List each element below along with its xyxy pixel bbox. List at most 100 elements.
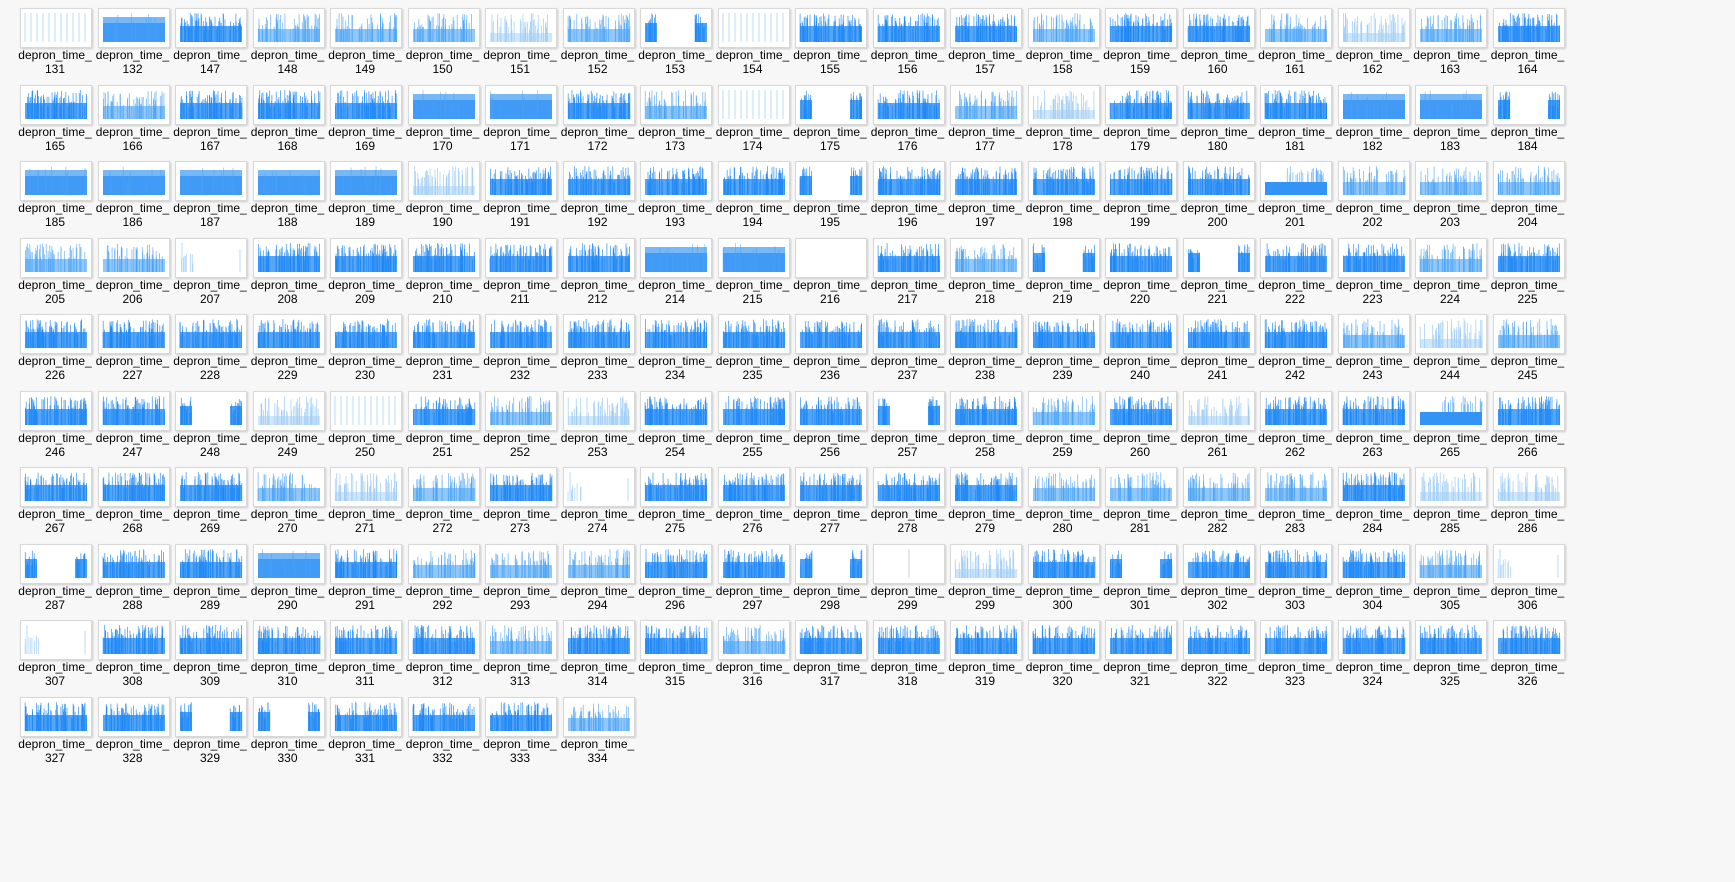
file-item[interactable]: depron_time_ 131 [13, 0, 93, 84]
file-item[interactable]: depron_time_ 275 [633, 459, 713, 543]
file-item[interactable]: depron_time_ 153 [633, 0, 713, 84]
file-item[interactable]: depron_time_ 237 [866, 306, 946, 390]
file-item[interactable]: depron_time_ 211 [478, 230, 558, 314]
file-item[interactable]: depron_time_ 304 [1331, 536, 1411, 620]
file-item[interactable]: depron_time_ 261 [1176, 383, 1256, 467]
file-item[interactable]: depron_time_ 303 [1253, 536, 1333, 620]
file-item[interactable]: depron_time_ 290 [246, 536, 326, 620]
file-item[interactable]: depron_time_ 173 [633, 77, 713, 161]
file-item[interactable]: depron_time_ 255 [711, 383, 791, 467]
file-item[interactable]: depron_time_ 271 [323, 459, 403, 543]
file-item[interactable]: depron_time_ 325 [1408, 612, 1488, 696]
file-item[interactable]: depron_time_ 200 [1176, 153, 1256, 237]
file-item[interactable]: depron_time_ 333 [478, 689, 558, 773]
file-item[interactable]: depron_time_ 273 [478, 459, 558, 543]
file-item[interactable]: depron_time_ 327 [13, 689, 93, 773]
file-item[interactable]: depron_time_ 186 [91, 153, 171, 237]
file-item[interactable]: depron_time_ 331 [323, 689, 403, 773]
file-item[interactable]: depron_time_ 221 [1176, 230, 1256, 314]
file-item[interactable]: depron_time_ 157 [943, 0, 1023, 84]
file-item[interactable]: depron_time_ 176 [866, 77, 946, 161]
file-item[interactable]: depron_time_ 148 [246, 0, 326, 84]
file-item[interactable]: depron_time_ 323 [1253, 612, 1333, 696]
file-item[interactable]: depron_time_ 330 [246, 689, 326, 773]
file-item[interactable]: depron_time_ 206 [91, 230, 171, 314]
file-item[interactable]: depron_time_ 201 [1253, 153, 1333, 237]
file-item[interactable]: depron_time_ 328 [91, 689, 171, 773]
file-item[interactable]: depron_time_ 249 [246, 383, 326, 467]
file-item[interactable]: depron_time_ 300 [1021, 536, 1101, 620]
file-item[interactable]: depron_time_ 158 [1021, 0, 1101, 84]
file-item[interactable]: depron_time_ 208 [246, 230, 326, 314]
file-item[interactable]: depron_time_ 197 [943, 153, 1023, 237]
file-item[interactable]: depron_time_ 246 [13, 383, 93, 467]
file-item[interactable]: depron_time_ 276 [711, 459, 791, 543]
file-item[interactable]: depron_time_ 177 [943, 77, 1023, 161]
file-item[interactable]: depron_time_ 168 [246, 77, 326, 161]
file-item[interactable]: depron_time_ 254 [633, 383, 713, 467]
file-item[interactable]: depron_time_ 159 [1098, 0, 1178, 84]
file-item[interactable]: depron_time_ 321 [1098, 612, 1178, 696]
file-item[interactable]: depron_time_ 234 [633, 306, 713, 390]
file-item[interactable]: depron_time_ 251 [401, 383, 481, 467]
file-item[interactable]: depron_time_ 154 [711, 0, 791, 84]
file-item[interactable]: depron_time_ 230 [323, 306, 403, 390]
file-item[interactable]: depron_time_ 169 [323, 77, 403, 161]
file-item[interactable]: depron_time_ 179 [1098, 77, 1178, 161]
file-item[interactable]: depron_time_ 212 [556, 230, 636, 314]
file-item[interactable]: depron_time_ 224 [1408, 230, 1488, 314]
file-item[interactable]: depron_time_ 241 [1176, 306, 1256, 390]
file-item[interactable]: depron_time_ 265 [1408, 383, 1488, 467]
file-item[interactable]: depron_time_ 307 [13, 612, 93, 696]
file-item[interactable]: depron_time_ 207 [168, 230, 248, 314]
file-item[interactable]: depron_time_ 274 [556, 459, 636, 543]
file-item[interactable]: depron_time_ 308 [91, 612, 171, 696]
file-item[interactable]: depron_time_ 302 [1176, 536, 1256, 620]
file-item[interactable]: depron_time_ 188 [246, 153, 326, 237]
file-item[interactable]: depron_time_ 320 [1021, 612, 1101, 696]
file-item[interactable]: depron_time_ 150 [401, 0, 481, 84]
file-item[interactable]: depron_time_ 189 [323, 153, 403, 237]
file-item[interactable]: depron_time_ 187 [168, 153, 248, 237]
file-item[interactable]: depron_time_ 305 [1408, 536, 1488, 620]
file-item[interactable]: depron_time_ 198 [1021, 153, 1101, 237]
file-item[interactable]: depron_time_ 288 [91, 536, 171, 620]
file-item[interactable]: depron_time_ 160 [1176, 0, 1256, 84]
file-item[interactable]: depron_time_ 217 [866, 230, 946, 314]
file-item[interactable]: depron_time_ 260 [1098, 383, 1178, 467]
file-item[interactable]: depron_time_ 267 [13, 459, 93, 543]
file-item[interactable]: depron_time_ 286 [1486, 459, 1566, 543]
file-item[interactable]: depron_time_ 236 [788, 306, 868, 390]
file-item[interactable]: depron_time_ 192 [556, 153, 636, 237]
file-item[interactable]: depron_time_ 231 [401, 306, 481, 390]
file-item[interactable]: depron_time_ 242 [1253, 306, 1333, 390]
file-item[interactable]: depron_time_ 202 [1331, 153, 1411, 237]
file-item[interactable]: depron_time_ 253 [556, 383, 636, 467]
file-item[interactable]: depron_time_ 281 [1098, 459, 1178, 543]
file-item[interactable]: depron_time_ 315 [633, 612, 713, 696]
file-item[interactable]: depron_time_ 263 [1331, 383, 1411, 467]
file-item[interactable]: depron_time_ 266 [1486, 383, 1566, 467]
file-item[interactable]: depron_time_ 174 [711, 77, 791, 161]
file-item[interactable]: depron_time_ 316 [711, 612, 791, 696]
file-item[interactable]: depron_time_ 171 [478, 77, 558, 161]
file-item[interactable]: depron_time_ 181 [1253, 77, 1333, 161]
file-item[interactable]: depron_time_ 204 [1486, 153, 1566, 237]
file-item[interactable]: depron_time_ 258 [943, 383, 1023, 467]
file-item[interactable]: depron_time_ 172 [556, 77, 636, 161]
file-item[interactable]: depron_time_ 219 [1021, 230, 1101, 314]
file-item[interactable]: depron_time_ 298 [788, 536, 868, 620]
file-item[interactable]: depron_time_ 318 [866, 612, 946, 696]
file-item[interactable]: depron_time_ 289 [168, 536, 248, 620]
file-item[interactable]: depron_time_ 313 [478, 612, 558, 696]
file-item[interactable]: depron_time_ 226 [13, 306, 93, 390]
file-item[interactable]: depron_time_ 282 [1176, 459, 1256, 543]
file-item[interactable]: depron_time_ 180 [1176, 77, 1256, 161]
file-item[interactable]: depron_time_ 329 [168, 689, 248, 773]
file-item[interactable]: depron_time_ 170 [401, 77, 481, 161]
file-item[interactable]: depron_time_ 196 [866, 153, 946, 237]
file-item[interactable]: depron_time_ 257 [866, 383, 946, 467]
file-item[interactable]: depron_time_ 248 [168, 383, 248, 467]
file-item[interactable]: depron_time_ 222 [1253, 230, 1333, 314]
file-item[interactable]: depron_time_ 262 [1253, 383, 1333, 467]
